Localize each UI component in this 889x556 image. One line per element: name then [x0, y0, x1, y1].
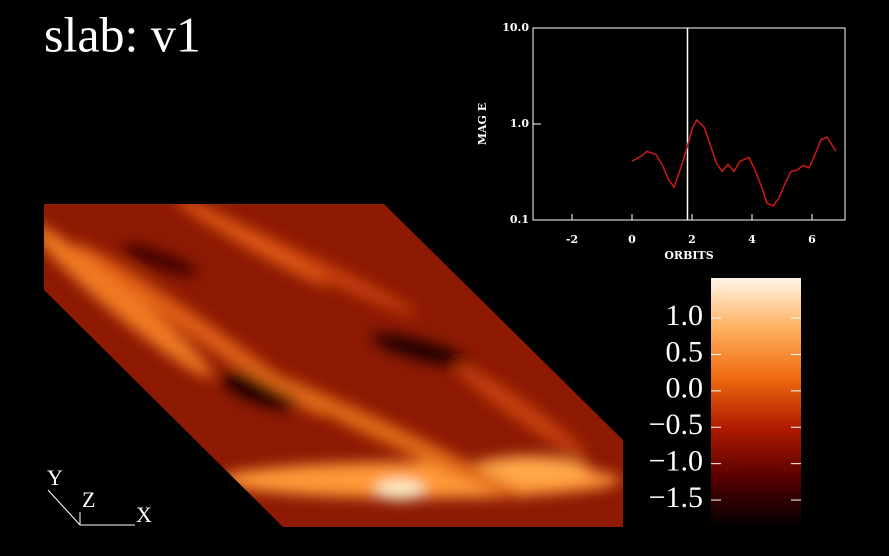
triad-y — [47, 489, 81, 526]
colorbar-tick-label: −1.5 — [649, 481, 703, 514]
y-axis-label: MAG E — [476, 103, 489, 145]
y-tick-label: 0.1 — [510, 213, 529, 226]
title: slab: v1 — [44, 6, 201, 62]
colorbar-tick-label: 1.0 — [666, 299, 704, 332]
colorbar-tick-label: 0.0 — [666, 372, 704, 405]
axis-label: Y — [47, 465, 63, 490]
slab-image — [44, 204, 623, 527]
colorbar — [711, 278, 801, 527]
axis-label: Z — [82, 487, 95, 512]
x-tick-label: -2 — [566, 233, 578, 246]
plot-frame — [532, 27, 846, 221]
x-axis-label: ORBITS — [664, 249, 713, 262]
x-tick-label: 6 — [808, 233, 816, 246]
colorbar-tick-label: 0.5 — [666, 335, 704, 368]
axis-triad — [47, 489, 135, 526]
y-tick-label: 1.0 — [510, 117, 529, 130]
y-tick-label: 10.0 — [502, 21, 529, 34]
x-tick-label: 4 — [748, 233, 756, 246]
colorbar-tick-label: −0.5 — [649, 408, 703, 441]
data-line — [631, 118, 837, 207]
x-tick-label: 0 — [628, 233, 636, 246]
axis-label: X — [136, 502, 152, 527]
x-tick-label: 2 — [688, 233, 696, 246]
colorbar-tick-label: −1.0 — [649, 445, 703, 478]
